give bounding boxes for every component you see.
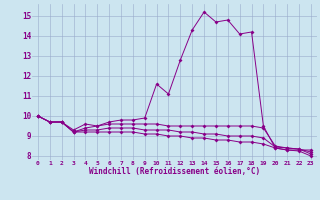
X-axis label: Windchill (Refroidissement éolien,°C): Windchill (Refroidissement éolien,°C): [89, 167, 260, 176]
